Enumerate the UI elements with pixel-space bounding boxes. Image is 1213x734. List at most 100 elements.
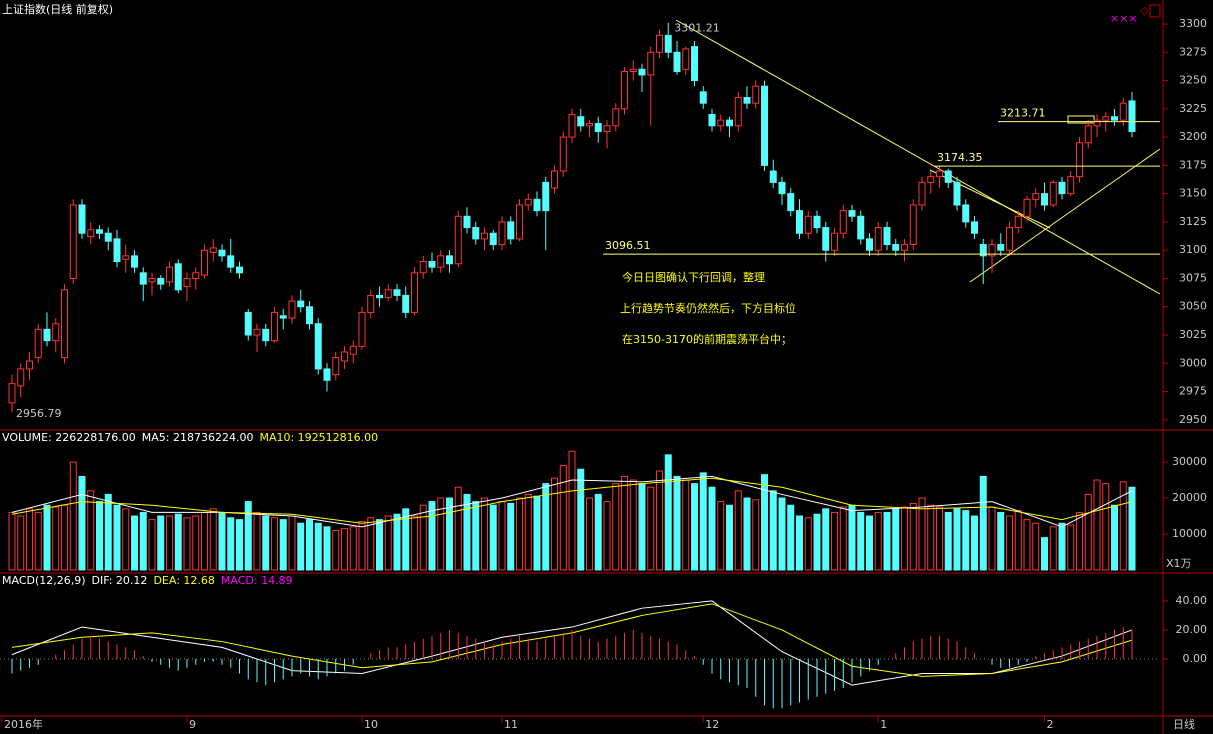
candle-body — [69, 204, 77, 279]
volume-bar — [1067, 524, 1075, 571]
volume-bar — [971, 515, 978, 571]
volume-bar — [104, 493, 112, 571]
candle-body — [726, 119, 733, 127]
volume-bar — [454, 486, 462, 571]
candle-body — [428, 261, 436, 268]
volume-bar — [734, 490, 742, 571]
volume-bar — [1076, 511, 1083, 571]
volume-bar — [148, 519, 156, 571]
candle-body — [936, 170, 943, 178]
y-tick-label: 3050 — [1179, 300, 1207, 313]
volume-bar — [498, 501, 506, 571]
candle-body — [271, 311, 278, 342]
candle-body — [953, 181, 961, 206]
volume-bar — [131, 515, 138, 571]
volume-bar — [857, 511, 865, 571]
candle-body — [551, 170, 558, 189]
candle-body — [927, 176, 935, 183]
y-tick-label: 3075 — [1179, 271, 1207, 284]
volume-bar — [1049, 526, 1057, 571]
candle-body — [603, 125, 611, 132]
candle-body — [349, 345, 357, 355]
unit-label: X1万 — [1166, 557, 1192, 570]
marker-icon: ××× — [1110, 12, 1138, 25]
volume-bar — [1023, 519, 1031, 571]
volume-bar — [656, 470, 663, 571]
candle-body — [87, 229, 95, 238]
volume-bar — [927, 504, 935, 571]
candle-body — [1041, 193, 1048, 206]
candle-body — [332, 357, 340, 376]
annotation: 今日日图确认下行回调，整理 — [622, 270, 765, 284]
candle-body — [1102, 116, 1110, 121]
candle-body — [621, 71, 628, 110]
candle-body — [52, 323, 60, 342]
volume-bar — [936, 506, 943, 571]
volume-bar — [43, 504, 51, 571]
candle-body — [979, 244, 987, 257]
candle-body — [699, 91, 707, 104]
volume-bar — [542, 483, 550, 571]
volume-bar — [367, 517, 375, 571]
candle-body — [691, 46, 698, 82]
volume-bar — [437, 497, 445, 571]
volume-bar — [26, 508, 33, 571]
candle-body — [306, 306, 313, 325]
x-tick-label: 9 — [189, 718, 196, 731]
candle-body — [262, 328, 270, 342]
candle-body — [1093, 119, 1101, 127]
volume-bar — [349, 526, 357, 571]
volume-bar — [664, 454, 672, 571]
window-icon[interactable] — [1149, 4, 1161, 18]
volume-bar — [183, 517, 191, 571]
volume-bar — [883, 511, 891, 571]
x-tick-label: 2016年 — [4, 717, 43, 731]
candle-body — [909, 204, 917, 246]
candle-body — [857, 215, 865, 240]
volume-bar — [52, 506, 60, 571]
candle-body — [376, 294, 383, 299]
x-tick-label: 12 — [705, 718, 719, 731]
legend-entry: MA10: 192512816.00 — [259, 431, 378, 444]
volume-bar — [428, 501, 436, 571]
candle-body — [323, 368, 331, 381]
volume-bar — [236, 519, 243, 571]
candle-body — [1084, 125, 1092, 144]
y-tick-label: 20.00 — [1176, 623, 1208, 636]
candle-body — [288, 300, 296, 319]
candle-body — [236, 266, 243, 274]
candle-body — [411, 272, 418, 313]
candle-body — [43, 328, 51, 342]
candle-body — [472, 227, 480, 240]
candle-body — [192, 272, 200, 279]
legend-entry: MA5: 218736224.00 — [142, 431, 254, 444]
volume-bar — [804, 517, 812, 571]
volume-bar — [8, 511, 16, 571]
candle-body — [279, 315, 287, 319]
volume-bar — [577, 468, 585, 571]
candle-body — [1058, 181, 1066, 195]
volume-bar — [463, 493, 471, 571]
candle-body — [962, 204, 970, 223]
candle-body — [244, 311, 252, 336]
volume-bar — [489, 504, 497, 571]
volume-bar — [944, 511, 952, 571]
volume-bar — [253, 511, 261, 571]
volume-bar — [419, 504, 427, 571]
candle-body — [227, 255, 235, 268]
volume-bar — [139, 511, 147, 571]
candle-body — [17, 368, 25, 387]
candle-body — [848, 210, 856, 217]
volume-bar — [787, 504, 795, 571]
period-label: 日线 — [1173, 717, 1195, 731]
candle-body — [131, 255, 138, 268]
annotation: 上行趋势节奏仍然然后，下方目标位 — [620, 301, 796, 315]
diamond-icon[interactable]: ◇ — [1140, 4, 1149, 17]
volume-bar — [376, 519, 383, 571]
y-tick-label: 3250 — [1179, 74, 1207, 87]
candle-body — [1023, 198, 1031, 217]
volume-bar — [227, 517, 235, 571]
highlight-box — [1067, 115, 1095, 124]
candle-body — [901, 244, 908, 251]
x-tick-label: 2 — [1047, 718, 1054, 731]
